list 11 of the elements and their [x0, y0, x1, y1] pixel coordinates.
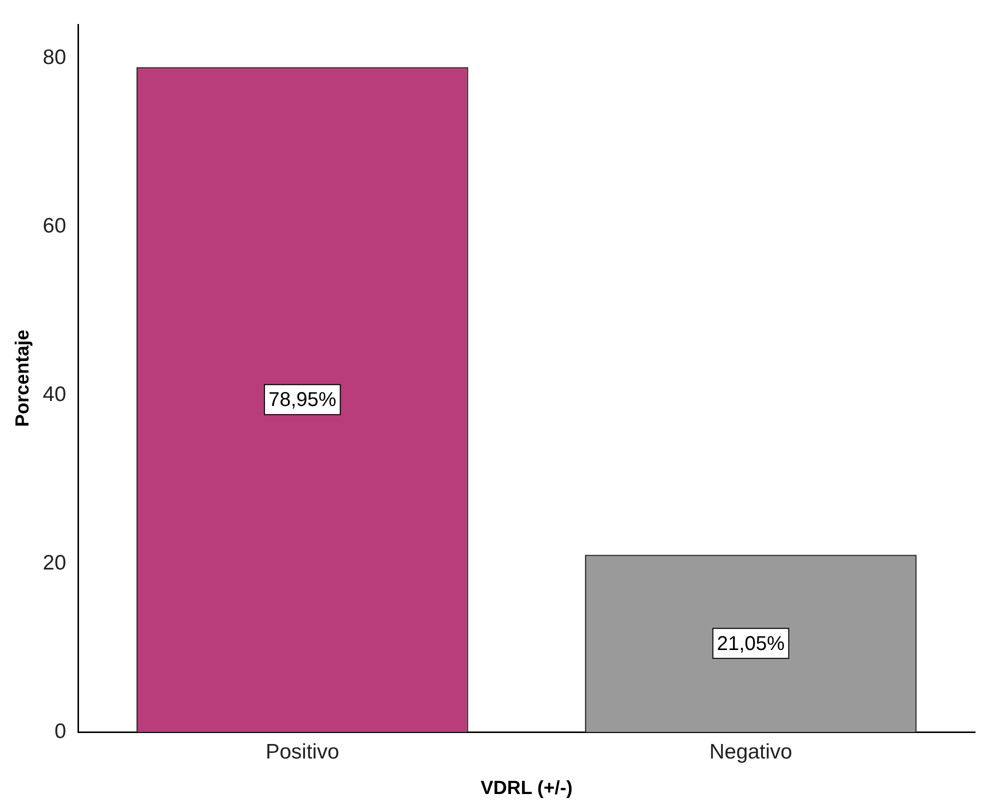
- y-tick-label: 40: [42, 382, 66, 406]
- y-tick-label: 20: [42, 551, 66, 574]
- data-label: 78,95%: [268, 389, 336, 412]
- data-label: 21,05%: [716, 632, 785, 655]
- x-tick-label: Positivo: [266, 740, 340, 764]
- y-tick-label: 0: [54, 720, 66, 743]
- x-axis-title: VDRL (+/-): [480, 778, 573, 799]
- x-tick-label: Negativo: [709, 740, 792, 764]
- y-tick-label: 80: [42, 46, 66, 70]
- y-tick-label: 60: [42, 214, 66, 238]
- y-axis-title: Porcentaje: [12, 330, 34, 427]
